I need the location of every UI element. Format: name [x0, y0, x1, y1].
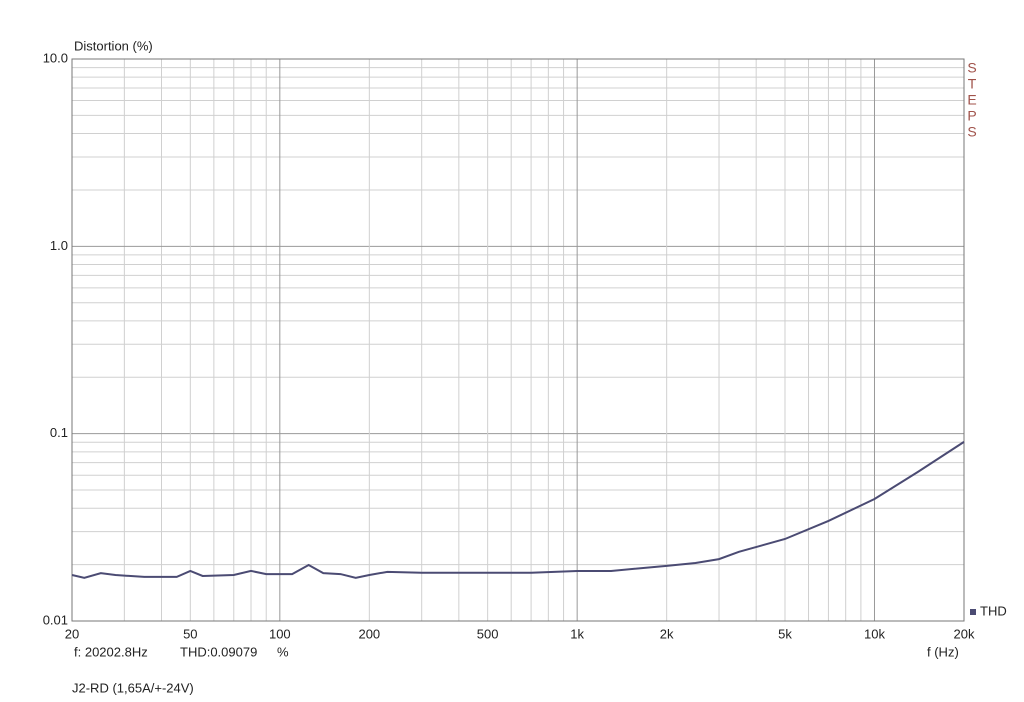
x-tick-label: 20: [65, 626, 79, 641]
plot-frame: [71, 58, 965, 622]
x-tick-label: 5k: [778, 626, 792, 641]
x-axis-label: f (Hz): [927, 644, 959, 659]
x-tick-label: 200: [358, 626, 380, 641]
x-tick-label: 100: [269, 626, 291, 641]
brand-letter: S: [967, 124, 976, 140]
data-line: [71, 441, 965, 579]
readout-unit: %: [277, 644, 289, 659]
legend-label: THD: [980, 603, 1007, 618]
readout-frequency: f: 20202.8Hz: [74, 644, 148, 659]
legend-swatch: [970, 609, 976, 615]
footer: J2-RD (1,65A/+-24V): [72, 680, 194, 695]
x-tick-label: 1k: [570, 626, 584, 641]
y-tick-label: 10.0: [43, 50, 68, 65]
brand-letter: T: [968, 76, 977, 92]
brand-letter: S: [967, 60, 976, 76]
readout-value: THD:0.09079: [180, 644, 257, 659]
x-tick-label: 10k: [864, 626, 885, 641]
x-tick-label: 50: [183, 626, 197, 641]
y-tick-label: 0.1: [50, 425, 68, 440]
y-tick-label: 0.01: [43, 612, 68, 627]
y-tick-label: 1.0: [50, 238, 68, 253]
x-tick-label: 2k: [660, 626, 674, 641]
brand-letter: E: [967, 92, 976, 108]
x-tick-label: 20k: [954, 626, 975, 641]
x-tick-label: 500: [477, 626, 499, 641]
brand-letter: P: [967, 108, 976, 124]
y-axis-label: Distortion (%): [74, 38, 153, 53]
